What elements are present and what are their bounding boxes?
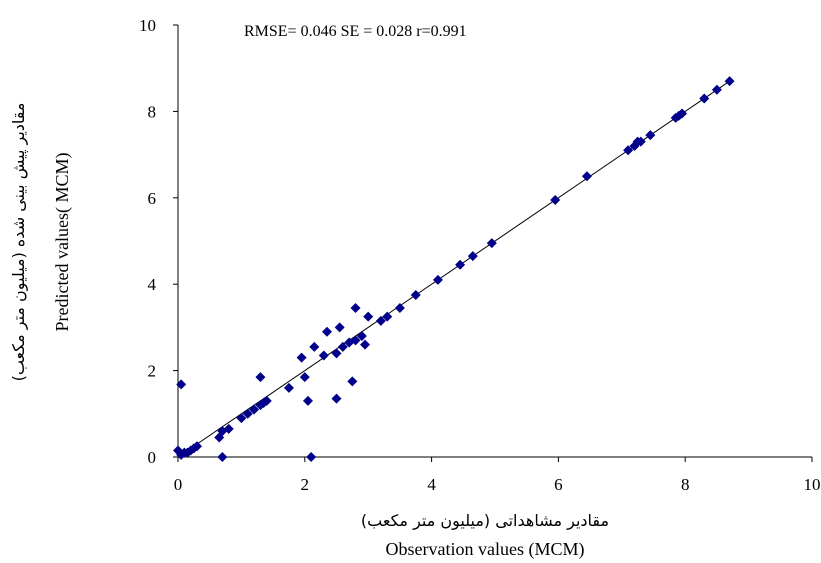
stats-annotation: RMSE= 0.046 SE = 0.028 r=0.991 [244,23,467,40]
data-point [711,84,722,95]
data-point [337,341,348,352]
x-axis-title: Observation values (MCM) [386,539,585,560]
x-tick-label: 0 [174,475,183,494]
data-point [394,302,405,313]
data-point [623,145,634,156]
data-point [334,322,345,333]
data-point [255,372,266,383]
data-point [581,171,592,182]
data-point [176,379,187,390]
data-point [635,136,646,147]
data-point [321,326,332,337]
data-point [550,194,561,205]
data-points [173,76,735,462]
data-point [350,302,361,313]
x-tick-label: 4 [427,475,436,494]
data-point [236,413,247,424]
x-tick-label: 8 [681,475,690,494]
data-point [242,408,253,419]
data-point [724,76,735,87]
data-point [217,452,228,462]
data-point [360,339,371,350]
x-tick-label: 2 [301,475,310,494]
data-point [347,376,358,387]
y-tick-label: 4 [148,275,157,294]
data-point [486,238,497,249]
data-point [350,335,361,346]
data-point [382,311,393,322]
data-point [261,395,272,406]
y-tick-label: 8 [148,102,157,121]
data-point [432,274,443,285]
data-point [249,404,260,415]
data-point [309,341,320,352]
data-point [223,423,234,434]
y-tick-label: 2 [148,362,157,381]
data-point [356,331,367,342]
data-point [302,395,313,406]
data-point [363,311,374,322]
x-tick-label: 10 [804,475,821,494]
x-axis-title-persian: مقادیر مشاهداتی (میلیون متر مکعب) [361,511,609,531]
data-point [299,372,310,383]
data-point [306,452,317,462]
x-tick-label: 6 [554,475,563,494]
y-axis-title: Predicted values( MCM) [52,153,73,332]
data-point [296,352,307,363]
data-point [331,393,342,404]
y-tick-label: 10 [139,16,156,35]
data-point [375,315,386,326]
data-point [192,441,203,452]
data-point [283,382,294,393]
data-point [645,130,656,141]
data-point [699,93,710,104]
data-point [677,108,688,119]
data-point [467,251,478,262]
y-tick-label: 0 [148,448,157,467]
data-point [331,348,342,359]
data-point [410,290,421,300]
data-point [455,259,466,270]
axis-ticks: 0 2 4 6 8 10 0 2 4 6 8 10 [139,16,821,494]
y-tick-label: 6 [148,189,157,208]
y-axis-title-persian: مقادیر پیش بینی شده (میلیون متر مکعب) [9,103,29,382]
data-point [318,350,329,361]
